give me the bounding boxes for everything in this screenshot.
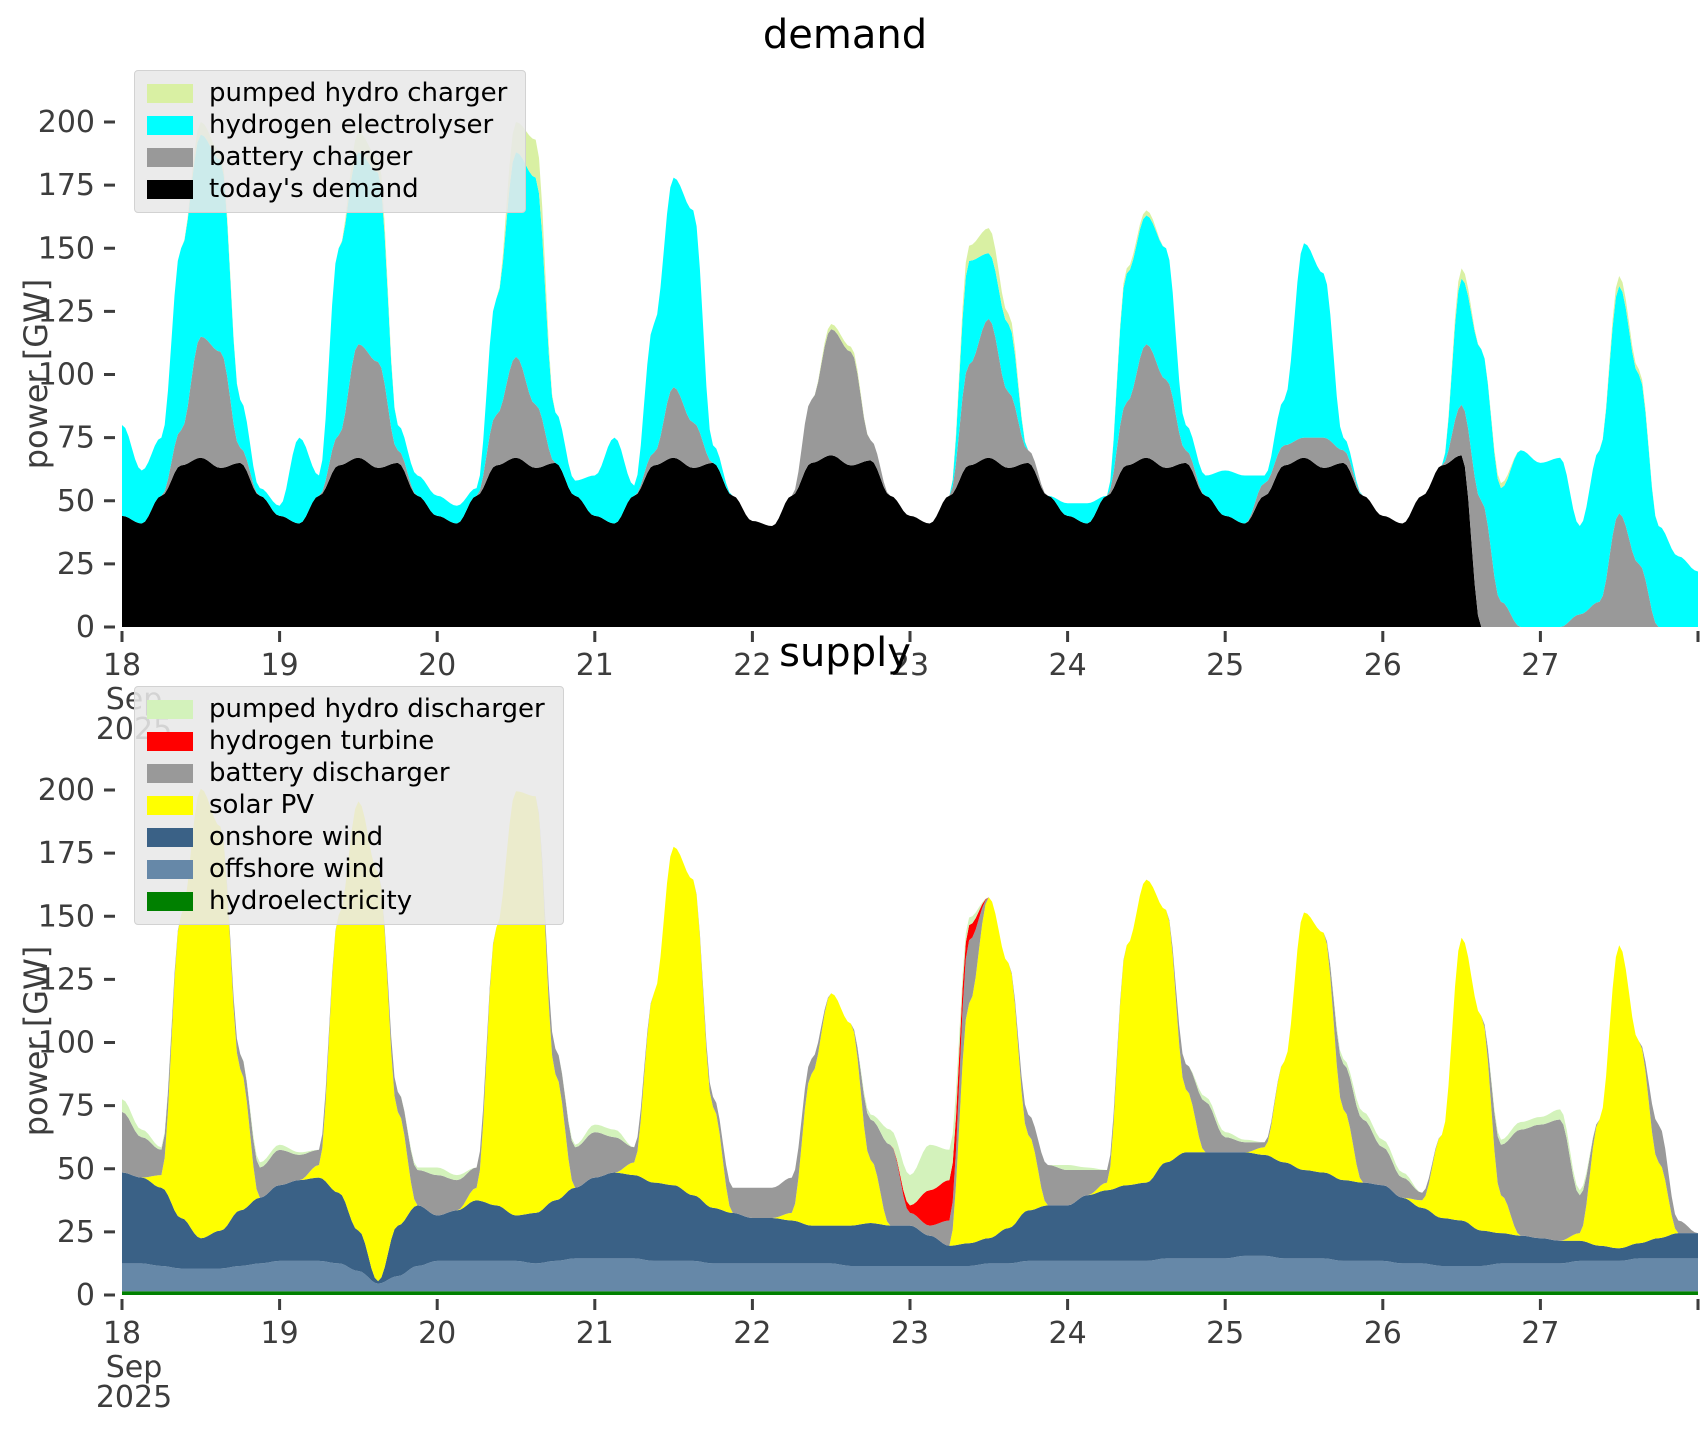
battery-discharger-swatch-icon [147,764,193,783]
supply-y-tick-label-75: 75 [57,1089,95,1124]
demand-x-tick-label-19: 19 [261,648,299,683]
demand-x-tick-label-18: 18 [103,648,141,683]
supply-area-battery-discharger [122,788,1698,1246]
demand-area-today-s-demand [122,455,1698,627]
supply-y-tick-label-100: 100 [38,1026,95,1061]
legend-item-hydroelectricity: hydroelectricity [147,887,545,916]
supply-x-tick-label-27: 27 [1521,1316,1559,1351]
demand-y-tick-label-75: 75 [57,421,95,456]
legend-item-pumped-hydro-charger: pumped hydro charger [147,79,507,108]
legend-label: pumped hydro discharger [209,694,545,724]
supply-x-axis-note-sep: Sep [106,1350,163,1385]
legend-label: pumped hydro charger [209,78,508,108]
legend-label: battery discharger [209,758,450,788]
legend-item-hydrogen-electrolyser: hydrogen electrolyser [147,111,507,140]
hydroelectricity-swatch-icon [147,892,193,911]
legend-item-battery-discharger: battery discharger [147,759,545,788]
legend-label: battery charger [209,142,413,172]
demand-x-tick-label-20: 20 [418,648,456,683]
demand-area-hydrogen-electrolyser [122,134,1698,627]
demand-chart-title: demand [762,12,928,58]
supply-x-tick-label-26: 26 [1364,1316,1402,1351]
demand-y-tick-label-200: 200 [38,105,95,140]
legend-item-pumped-hydro-discharger: pumped hydro discharger [147,695,545,724]
demand-x-tick-label-22: 22 [733,648,771,683]
onshore-wind-swatch-icon [147,828,193,847]
hydrogen-turbine-swatch-icon [147,732,193,751]
supply-x-tick-label-24: 24 [1049,1316,1087,1351]
legend-item-onshore-wind: onshore wind [147,823,545,852]
demand-y-tick-label-50: 50 [57,484,95,519]
legend-label: hydroelectricity [209,886,413,916]
solar-pv-swatch-icon [147,796,193,815]
supply-x-axis-note-2025: 2025 [96,1380,172,1415]
legend-item-today-s-demand: today's demand [147,175,507,204]
demand-y-tick-label-150: 150 [38,231,95,266]
legend-item-offshore-wind: offshore wind [147,855,545,884]
supply-y-axis-label: power [GW] [17,945,55,1137]
demand-y-tick-label-175: 175 [38,168,95,203]
supply-x-tick-label-18: 18 [103,1316,141,1351]
hydrogen-electrolyser-swatch-icon [147,116,193,135]
demand-y-tick-label-25: 25 [57,547,95,582]
legend-label: hydrogen turbine [209,726,435,756]
supply-legend: pumped hydro discharger hydrogen turbine b… [134,686,564,925]
supply-x-tick-label-23: 23 [891,1316,929,1351]
offshore-wind-swatch-icon [147,860,193,879]
supply-area-offshore-wind [122,1255,1698,1292]
legend-label: hydrogen electrolyser [209,110,494,140]
supply-x-tick-label-20: 20 [418,1316,456,1351]
supply-y-tick-label-175: 175 [38,836,95,871]
supply-x-tick-label-19: 19 [261,1316,299,1351]
supply-y-tick-label-50: 50 [57,1152,95,1187]
legend-item-battery-charger: battery charger [147,143,507,172]
supply-y-tick-label-125: 125 [38,962,95,997]
today-s-demand-swatch-icon [147,180,193,199]
supply-x-tick-label-22: 22 [733,1316,771,1351]
legend-label: solar PV [209,790,315,820]
supply-y-tick-label-0: 0 [76,1278,95,1313]
demand-x-tick-label-25: 25 [1206,648,1244,683]
legend-item-solar-pv: solar PV [147,791,545,820]
demand-x-tick-label-27: 27 [1521,648,1559,683]
supply-y-tick-label-25: 25 [57,1215,95,1250]
supply-area-onshore-wind [122,1152,1698,1284]
supply-area-hydroelectricity [122,1291,1698,1295]
supply-x-tick-label-21: 21 [576,1316,614,1351]
legend-label: today's demand [209,174,419,204]
demand-legend: pumped hydro charger hydrogen electrolyse… [134,70,527,213]
supply-x-tick-label-25: 25 [1206,1316,1244,1351]
demand-y-tick-label-100: 100 [38,358,95,393]
demand-y-tick-label-125: 125 [38,294,95,329]
supply-y-tick-label-150: 150 [38,899,95,934]
battery-charger-swatch-icon [147,148,193,167]
pumped-hydro-discharger-swatch-icon [147,700,193,719]
legend-label: onshore wind [209,822,384,852]
supply-y-tick-label-200: 200 [38,773,95,808]
legend-label: offshore wind [209,854,385,884]
supply-chart-title: supply [779,630,911,676]
demand-x-tick-label-21: 21 [576,648,614,683]
pumped-hydro-charger-swatch-icon [147,84,193,103]
demand-plot-area: 0 25 50 75 100 125 150 175 200 18 19 20 21 22 23 24 25 26… [38,105,1700,747]
demand-y-tick-label-0: 0 [76,610,95,645]
legend-item-hydrogen-turbine: hydrogen turbine [147,727,545,756]
demand-x-tick-label-23: 23 [891,648,929,683]
demand-y-axis-label: power [GW] [17,278,55,470]
demand-x-tick-label-26: 26 [1364,648,1402,683]
demand-area-battery-charger [122,318,1698,627]
demand-x-tick-label-24: 24 [1049,648,1087,683]
